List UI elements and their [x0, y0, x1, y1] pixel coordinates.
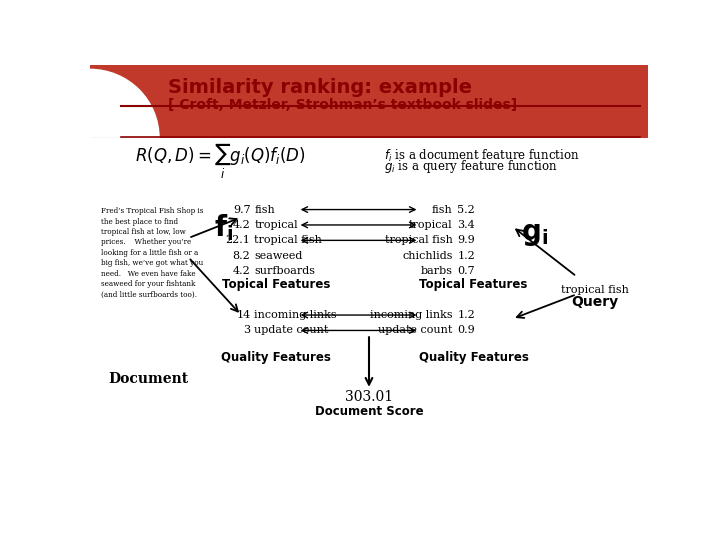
Text: barbs: barbs — [420, 266, 453, 276]
Text: 3.4: 3.4 — [457, 220, 475, 230]
Text: looking for a little fish or a: looking for a little fish or a — [101, 249, 198, 257]
Text: tropical: tropical — [409, 220, 453, 230]
Text: prices.    Whether you’re: prices. Whether you’re — [101, 239, 191, 246]
Text: need.   We even have fake: need. We even have fake — [101, 269, 195, 278]
Text: 5.2: 5.2 — [457, 205, 475, 214]
Text: incoming links: incoming links — [370, 310, 453, 320]
Text: Quality Features: Quality Features — [419, 351, 528, 364]
Text: tropical fish: tropical fish — [254, 235, 322, 245]
Text: tropical fish: tropical fish — [562, 285, 629, 295]
Text: $f_i$ is a document feature function: $f_i$ is a document feature function — [384, 147, 580, 164]
Text: 1.2: 1.2 — [457, 251, 475, 261]
Text: update count: update count — [254, 326, 328, 335]
Text: Fred’s Tropical Fish Shop is: Fred’s Tropical Fish Shop is — [101, 207, 203, 215]
Text: $R(Q, D) = \sum_i g_i(Q) f_i(D)$: $R(Q, D) = \sum_i g_i(Q) f_i(D)$ — [135, 141, 306, 181]
Text: incoming links: incoming links — [254, 310, 337, 320]
Text: $\mathbf{f_i}$: $\mathbf{f_i}$ — [215, 213, 234, 244]
Text: tropical fish at low, low: tropical fish at low, low — [101, 228, 186, 236]
Text: Document Score: Document Score — [315, 405, 423, 418]
Text: fish: fish — [432, 205, 453, 214]
Text: chichlids: chichlids — [402, 251, 453, 261]
Text: 9.7: 9.7 — [233, 205, 251, 214]
Text: Document: Document — [108, 372, 188, 386]
Text: 4.2: 4.2 — [233, 266, 251, 276]
Text: 8.2: 8.2 — [233, 251, 251, 261]
Text: the best place to find: the best place to find — [101, 218, 178, 226]
Text: 22.1: 22.1 — [225, 235, 251, 245]
Text: $\mathbf{g_i}$: $\mathbf{g_i}$ — [521, 221, 548, 248]
Text: $g_i$ is a query feature function: $g_i$ is a query feature function — [384, 158, 558, 175]
Text: Query: Query — [572, 295, 619, 309]
Text: (and little surfboards too).: (and little surfboards too). — [101, 291, 197, 299]
Text: seaweed for your fishtank: seaweed for your fishtank — [101, 280, 195, 288]
Text: big fish, we’ve got what you: big fish, we’ve got what you — [101, 259, 203, 267]
Text: 303.01: 303.01 — [345, 390, 393, 404]
Wedge shape — [90, 69, 160, 138]
Text: tropical fish: tropical fish — [384, 235, 453, 245]
Text: 14: 14 — [236, 310, 251, 320]
Text: Similarity ranking: example: Similarity ranking: example — [168, 78, 472, 97]
Text: fish: fish — [254, 205, 275, 214]
Text: 4.2: 4.2 — [233, 220, 251, 230]
Text: 0.9: 0.9 — [457, 326, 475, 335]
Text: seaweed: seaweed — [254, 251, 302, 261]
Text: Quality Features: Quality Features — [221, 351, 331, 364]
Text: 1.2: 1.2 — [457, 310, 475, 320]
Text: 3: 3 — [243, 326, 251, 335]
Bar — [90, 65, 648, 138]
Text: Topical Features: Topical Features — [420, 278, 528, 291]
Text: 0.7: 0.7 — [457, 266, 475, 276]
Text: surfboards: surfboards — [254, 266, 315, 276]
Text: 9.9: 9.9 — [457, 235, 475, 245]
Text: tropical: tropical — [254, 220, 298, 230]
Text: Topical Features: Topical Features — [222, 278, 330, 291]
Text: [ Croft, Metzler, Strohman’s textbook slides]: [ Croft, Metzler, Strohman’s textbook sl… — [168, 98, 517, 112]
Text: update count: update count — [378, 326, 453, 335]
